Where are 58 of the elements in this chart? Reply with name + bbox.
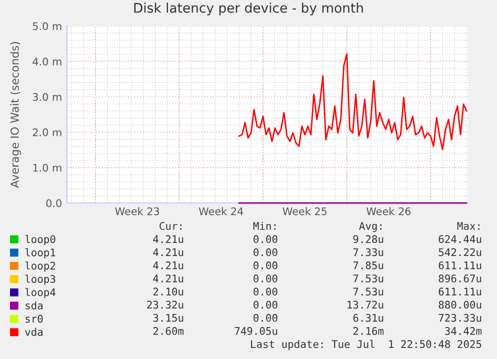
text: Avg: [359, 222, 382, 232]
legend-label: vda [25, 328, 43, 336]
y-tick-label: 1.0 m [33, 164, 62, 172]
y-axis-title: Average IO Wait (seconds) [10, 42, 22, 188]
text: 0.00 [254, 248, 278, 256]
text: 0.00 [254, 300, 278, 309]
y-tick-label: 2.0 m [32, 128, 62, 136]
text: Last update: Tue Jul 1 22:50:48 2025 [251, 340, 482, 350]
x-tick-label: Week 26 [366, 207, 411, 216]
legend-label: loop4 [25, 288, 56, 298]
text: 4.21u [153, 261, 184, 270]
text: 0.00 [254, 288, 278, 296]
text: Max: [457, 222, 480, 230]
legend-label: loop0 [25, 235, 56, 246]
x-tick-label: Week 23 [115, 207, 160, 216]
legend-label: loop3 [25, 274, 56, 285]
text: 749.05u [234, 327, 278, 335]
legend-label: loop1 [25, 248, 56, 258]
legend-label: sr0 [26, 314, 43, 323]
x-tick-label: Week 24 [198, 207, 244, 216]
text: 611.11u [438, 288, 482, 296]
legend-label: sda [26, 301, 43, 310]
y-tick-label: 3.0 m [32, 93, 62, 101]
x-tick-label: Week 25 [282, 207, 327, 216]
text: 723.33u [438, 314, 482, 322]
text: 2.60m [153, 327, 184, 335]
text: 4.21u [153, 274, 184, 282]
text: 611.11u [438, 261, 482, 270]
line-series [238, 53, 468, 150]
text: 13.72u [348, 300, 384, 309]
text: 7.33u [353, 248, 384, 256]
text: 7.53u [353, 274, 384, 282]
y-tick-label: 5.0 m [32, 22, 62, 30]
text: 4.21u [153, 248, 184, 256]
chart-title: Disk latency per device - by month [134, 2, 363, 16]
text: 4.21u [153, 235, 184, 244]
legend-label: loop2 [25, 262, 56, 272]
text: 7.85u [353, 261, 384, 270]
y-tick-label: 4.0 m [32, 58, 62, 66]
text: 3.15u [153, 314, 184, 322]
text: 896.67u [438, 274, 482, 282]
text: 0.00 [254, 235, 278, 244]
text: 2.16m [353, 327, 384, 335]
text: 9.28u [353, 235, 384, 244]
text: 624.44u [438, 235, 482, 244]
text: 7.53u [353, 288, 384, 296]
text: 2.10u [153, 288, 184, 296]
text: 0.00 [254, 261, 278, 270]
text: 542.22u [438, 248, 482, 256]
y-tick-label: 0.0 [46, 199, 62, 208]
text: Min: [253, 222, 276, 230]
text: 880.00u [438, 300, 482, 309]
text: 0.00 [254, 274, 278, 282]
text: 6.31u [353, 314, 384, 322]
text: 34.42m [445, 327, 482, 335]
text: 0.00 [254, 314, 278, 322]
text: 23.32u [147, 300, 184, 309]
text: Cur: [160, 222, 182, 230]
